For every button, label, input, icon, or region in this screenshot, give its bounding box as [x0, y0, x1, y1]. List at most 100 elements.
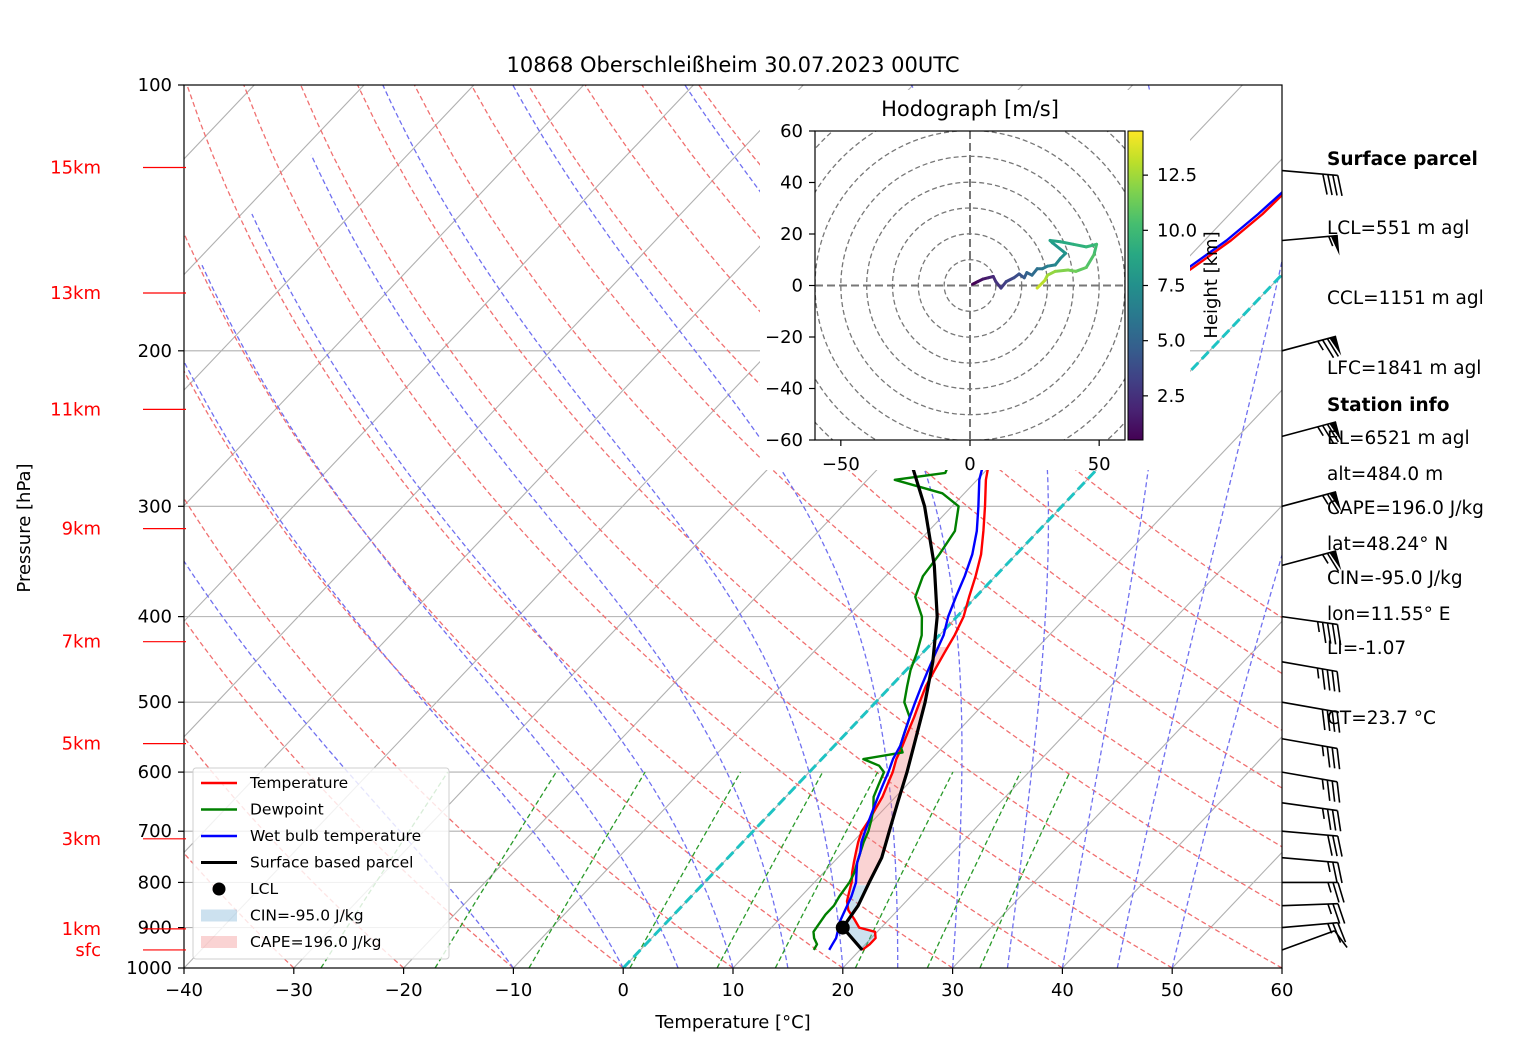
mixing-ratio-line: [774, 771, 879, 968]
wind-barb-full: [1326, 669, 1331, 691]
lcl-value: LCL=551 m agl: [1327, 218, 1470, 240]
dry-adiabat: [184, 231, 844, 968]
surface-parcel-panel: Surface parcel LCL=551 m agl CCL=1151 m …: [1327, 101, 1484, 753]
wind-barb-staff: [1281, 830, 1338, 837]
hodo-x-tick-label: −50: [822, 454, 860, 475]
wind-barb-full: [1321, 668, 1326, 690]
moist-adiabat: [201, 264, 679, 968]
wind-barb: [1281, 830, 1343, 857]
cin-shading: [843, 885, 876, 949]
legend-swatch-patch: [201, 909, 237, 922]
y-tick-label: 400: [138, 607, 172, 628]
wind-barb-full: [1321, 339, 1335, 359]
colorbar-tick-label: 2.5: [1157, 386, 1186, 407]
wind-barb-full: [1337, 922, 1347, 943]
wind-barb-staff: [1281, 802, 1338, 812]
y-axis-ticks: 1000 900 800 700 600 500 400 300 200 100: [126, 75, 184, 979]
wind-barb-staff: [1281, 771, 1338, 783]
wind-barb: [1281, 491, 1342, 513]
wind-barb-half: [1321, 495, 1329, 505]
x-axis-ticks: −40 −30 −20 −10 0 10 20 30 40 50 60: [165, 968, 1293, 1001]
x-tick-label: 0: [617, 980, 628, 1001]
dry-adiabat: [184, 618, 514, 968]
wind-barb-half: [1321, 554, 1329, 564]
y-tick-label: 500: [138, 692, 172, 713]
isotherm-line: [184, 85, 694, 623]
legend-box: [192, 767, 450, 960]
wind-barb-full: [1331, 747, 1336, 769]
wind-barb-staff: [1281, 550, 1337, 567]
wind-barb-full: [1336, 624, 1342, 646]
wind-barb-full: [1336, 810, 1342, 832]
colorbar: [1127, 130, 1144, 441]
legend-swatch-patch: [201, 936, 237, 948]
wind-barb-staff: [1281, 335, 1337, 352]
ct-value: CT=23.7 °C: [1327, 707, 1436, 729]
hodograph-segment: [1084, 253, 1096, 269]
dry-adiabat: [184, 497, 624, 968]
zero-isotherm-line: [622, 272, 1282, 968]
wind-barb-full: [1337, 835, 1343, 857]
dry-adiabat: [243, 85, 1063, 968]
wind-barb-full: [1321, 622, 1327, 644]
isotherm-line: [952, 620, 1282, 968]
wind-barb-full: [1332, 903, 1341, 924]
wind-barb: [1281, 802, 1342, 832]
wind-barb-full: [1337, 882, 1345, 903]
wind-barb-half: [1328, 236, 1334, 247]
height-label: sfc: [75, 940, 101, 961]
wind-barb-full: [1332, 922, 1342, 943]
station-alt: alt=484.0 m: [1327, 464, 1444, 486]
wind-barb-full: [1331, 623, 1337, 645]
height-label: 11km: [50, 399, 101, 420]
wind-barb-full: [1326, 338, 1340, 357]
wind-barb: [1281, 660, 1341, 693]
isotherm-line: [732, 389, 1282, 968]
wind-barb-staff: [1281, 930, 1335, 951]
legend-label: LCL: [250, 880, 278, 898]
wind-barb-half: [1327, 861, 1331, 873]
mixing-ratio-line: [979, 771, 1071, 968]
moist-adiabat: [310, 154, 789, 968]
wind-barb-half: [1317, 340, 1324, 351]
wind-barb-half: [1327, 903, 1333, 915]
wind-barb: [1281, 902, 1346, 924]
wind-barb-full: [1331, 710, 1336, 732]
cin-value: CIN=-95.0 J/kg: [1327, 567, 1463, 589]
wind-barb: [1281, 615, 1342, 646]
moist-adiabat: [382, 85, 844, 968]
y-tick-label: 200: [138, 341, 172, 362]
wind-barb-full: [1331, 670, 1336, 692]
wind-barb-full: [1322, 173, 1328, 195]
y-tick-label: 900: [138, 918, 172, 939]
colorbar-tick-label: 10.0: [1157, 220, 1197, 241]
cape-shading: [851, 647, 948, 885]
wind-barb-full: [1326, 809, 1332, 830]
hodo-x-tick-label: 0: [964, 454, 975, 475]
wind-barb-full: [1332, 861, 1338, 883]
mixing-ratio-line: [926, 771, 1022, 968]
legend-label: Wet bulb temperature: [250, 827, 421, 845]
wind-barb-full: [1331, 780, 1336, 802]
station-info-panel: Station info alt=484.0 m lat=48.24° N lo…: [1327, 347, 1450, 650]
height-label: 3km: [62, 829, 101, 850]
y-tick-label: 100: [138, 75, 172, 96]
dry-adiabat: [184, 369, 734, 968]
wind-barb-full: [1337, 903, 1346, 924]
hodograph-segment: [1035, 284, 1042, 290]
wind-barb-full: [1326, 493, 1340, 513]
x-tick-label: 30: [941, 980, 964, 1001]
wind-barb-flag: [1329, 421, 1342, 442]
wind-barb-full: [1331, 809, 1337, 831]
lfc-value: LFC=1841 m agl: [1327, 358, 1482, 380]
wind-barb-half: [1321, 745, 1325, 757]
colorbar-tick-label: 7.5: [1157, 276, 1186, 297]
x-tick-label: −30: [275, 980, 313, 1001]
colorbar-label: Height [km]: [1201, 231, 1222, 338]
wind-barb-full: [1332, 882, 1340, 903]
wind-barb-flag: [1329, 550, 1342, 571]
dry-adiabat: [300, 85, 1173, 968]
wind-barb-half: [1327, 923, 1333, 934]
hodograph-area: [815, 131, 1125, 440]
